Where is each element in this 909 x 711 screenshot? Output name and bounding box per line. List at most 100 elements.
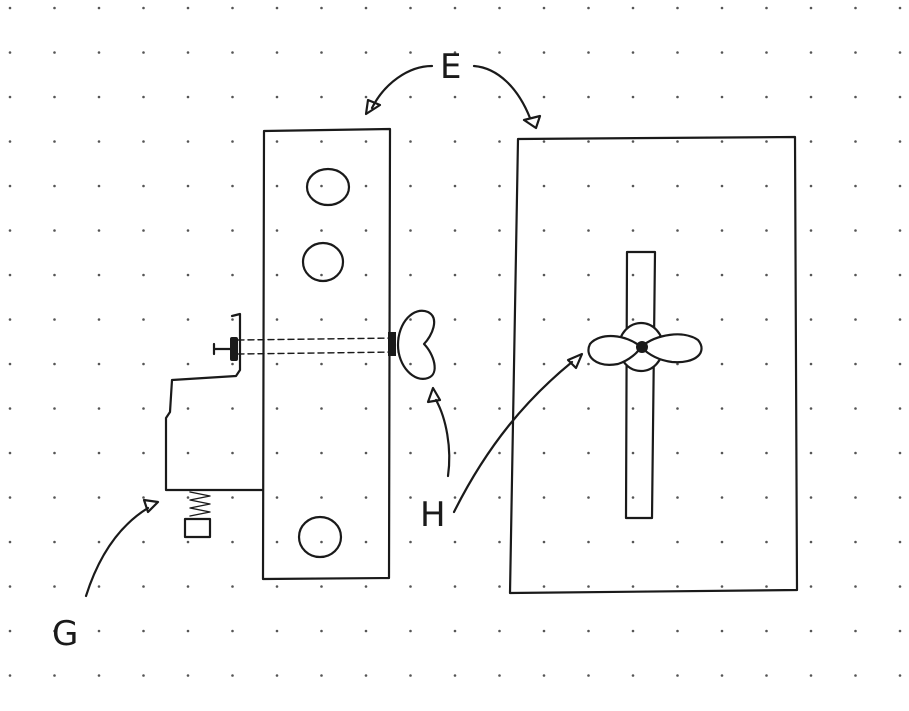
grid-dot — [453, 95, 457, 99]
grid-dot — [364, 362, 368, 366]
grid-dot — [142, 629, 145, 633]
grid-dot — [453, 184, 457, 188]
grid-dot — [542, 540, 546, 544]
grid-dot — [364, 51, 368, 54]
grid-dot — [676, 451, 679, 455]
grid-dot — [53, 451, 56, 455]
grid-dot — [676, 140, 679, 143]
grid-dot — [765, 451, 768, 455]
grid-dot — [364, 95, 368, 99]
grid-dot — [186, 362, 190, 366]
grid-dot — [364, 451, 368, 455]
grid-dot — [631, 674, 635, 677]
grid-dot — [8, 362, 12, 366]
coil-spring-icon — [189, 491, 211, 517]
arrow-e-right — [472, 64, 532, 120]
grid-dot — [765, 6, 768, 10]
grid-dot — [587, 496, 590, 499]
spring-base-block — [183, 517, 212, 539]
grid-dot — [364, 585, 368, 588]
grid-dot — [453, 273, 457, 277]
grid-dot — [97, 273, 101, 277]
grid-dot — [809, 362, 813, 366]
grid-dot — [587, 318, 590, 321]
grid-dot — [720, 6, 724, 10]
grid-dot — [453, 407, 457, 410]
grid-dot — [8, 318, 12, 321]
grid-dot — [542, 496, 546, 499]
grid-dot — [720, 496, 724, 499]
grid-dot — [498, 585, 501, 588]
grid-dot — [409, 629, 412, 633]
grid-dot — [142, 451, 145, 455]
grid-dot — [142, 674, 145, 677]
grid-dot — [142, 184, 145, 188]
grid-dot — [186, 629, 190, 633]
grid-dot — [186, 229, 190, 232]
grid-dot — [53, 140, 56, 143]
grid-dot — [765, 184, 768, 188]
grid-dot — [631, 6, 635, 10]
grid-dot — [186, 184, 190, 188]
grid-dot — [231, 273, 234, 277]
grid-dot — [587, 273, 590, 277]
grid-dot — [542, 585, 546, 588]
grid-dot — [453, 318, 457, 321]
grid-dot — [275, 407, 279, 410]
grid-dot — [231, 95, 234, 99]
grid-dot — [765, 540, 768, 544]
grid-dot — [409, 6, 412, 10]
grid-dot — [720, 273, 724, 277]
grid-dot — [97, 6, 101, 10]
grid-dot — [453, 629, 457, 633]
grid-dot — [809, 496, 813, 499]
grid-dot — [53, 6, 56, 10]
grid-dot — [275, 451, 279, 455]
panel-hole-bottom — [297, 515, 343, 559]
grid-dot — [631, 273, 635, 277]
grid-dot — [453, 496, 457, 499]
grid-dot — [498, 6, 501, 10]
grid-dot — [809, 229, 813, 232]
grid-dot — [142, 6, 145, 10]
grid-dot — [97, 629, 101, 633]
grid-dot — [231, 496, 234, 499]
label-g: G — [52, 614, 78, 654]
grid-dot — [809, 273, 813, 277]
propeller-icon — [587, 321, 703, 373]
grid-dot — [320, 95, 323, 99]
grid-dot — [320, 540, 323, 544]
grid-dot — [676, 51, 679, 54]
grid-dot — [587, 585, 590, 588]
grid-dot — [542, 674, 546, 677]
grid-dot — [275, 273, 279, 277]
grid-dot — [898, 674, 902, 677]
grid-dot — [320, 184, 323, 188]
grid-dot — [854, 451, 857, 455]
grid-dot — [320, 6, 323, 10]
grid-dot — [631, 318, 635, 321]
grid-dot — [631, 229, 635, 232]
grid-dot — [8, 629, 12, 633]
grid-dot — [765, 629, 768, 633]
grid-dot — [8, 229, 12, 232]
grid-dot — [765, 95, 768, 99]
grid-dot — [854, 184, 857, 188]
grid-dot — [409, 496, 412, 499]
grid-dot — [720, 585, 724, 588]
grid-dot — [364, 496, 368, 499]
grid-dot — [8, 95, 12, 99]
grid-dot — [854, 362, 857, 366]
grid-dot — [409, 674, 412, 677]
grid-dot — [142, 273, 145, 277]
grid-dot — [676, 407, 679, 410]
grid-dot — [409, 95, 412, 99]
grid-dot — [765, 674, 768, 677]
grid-dot — [898, 407, 902, 410]
grid-dot — [765, 362, 768, 366]
grid-dot — [898, 140, 902, 143]
grid-dot — [720, 362, 724, 366]
grid-dot — [765, 318, 768, 321]
grid-dot — [142, 540, 145, 544]
grid-dot — [542, 318, 546, 321]
